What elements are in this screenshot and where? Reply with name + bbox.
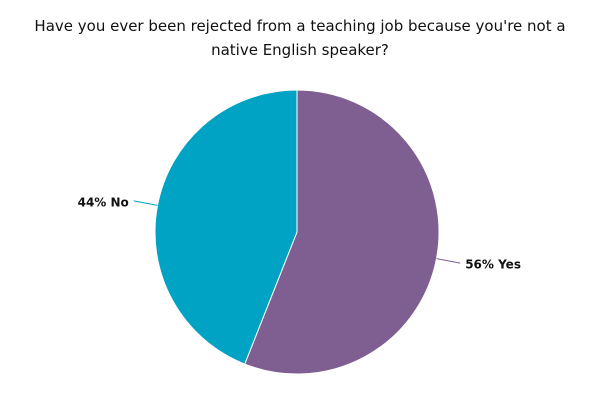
leader-line xyxy=(133,200,158,206)
pie-slice xyxy=(154,89,298,365)
data-label: 44% No xyxy=(78,195,129,209)
leader-line xyxy=(436,258,461,264)
chart-title: Have you ever been rejected from a teach… xyxy=(34,17,566,59)
pie-slice xyxy=(244,89,440,375)
data-label: 56% Yes xyxy=(465,258,521,272)
